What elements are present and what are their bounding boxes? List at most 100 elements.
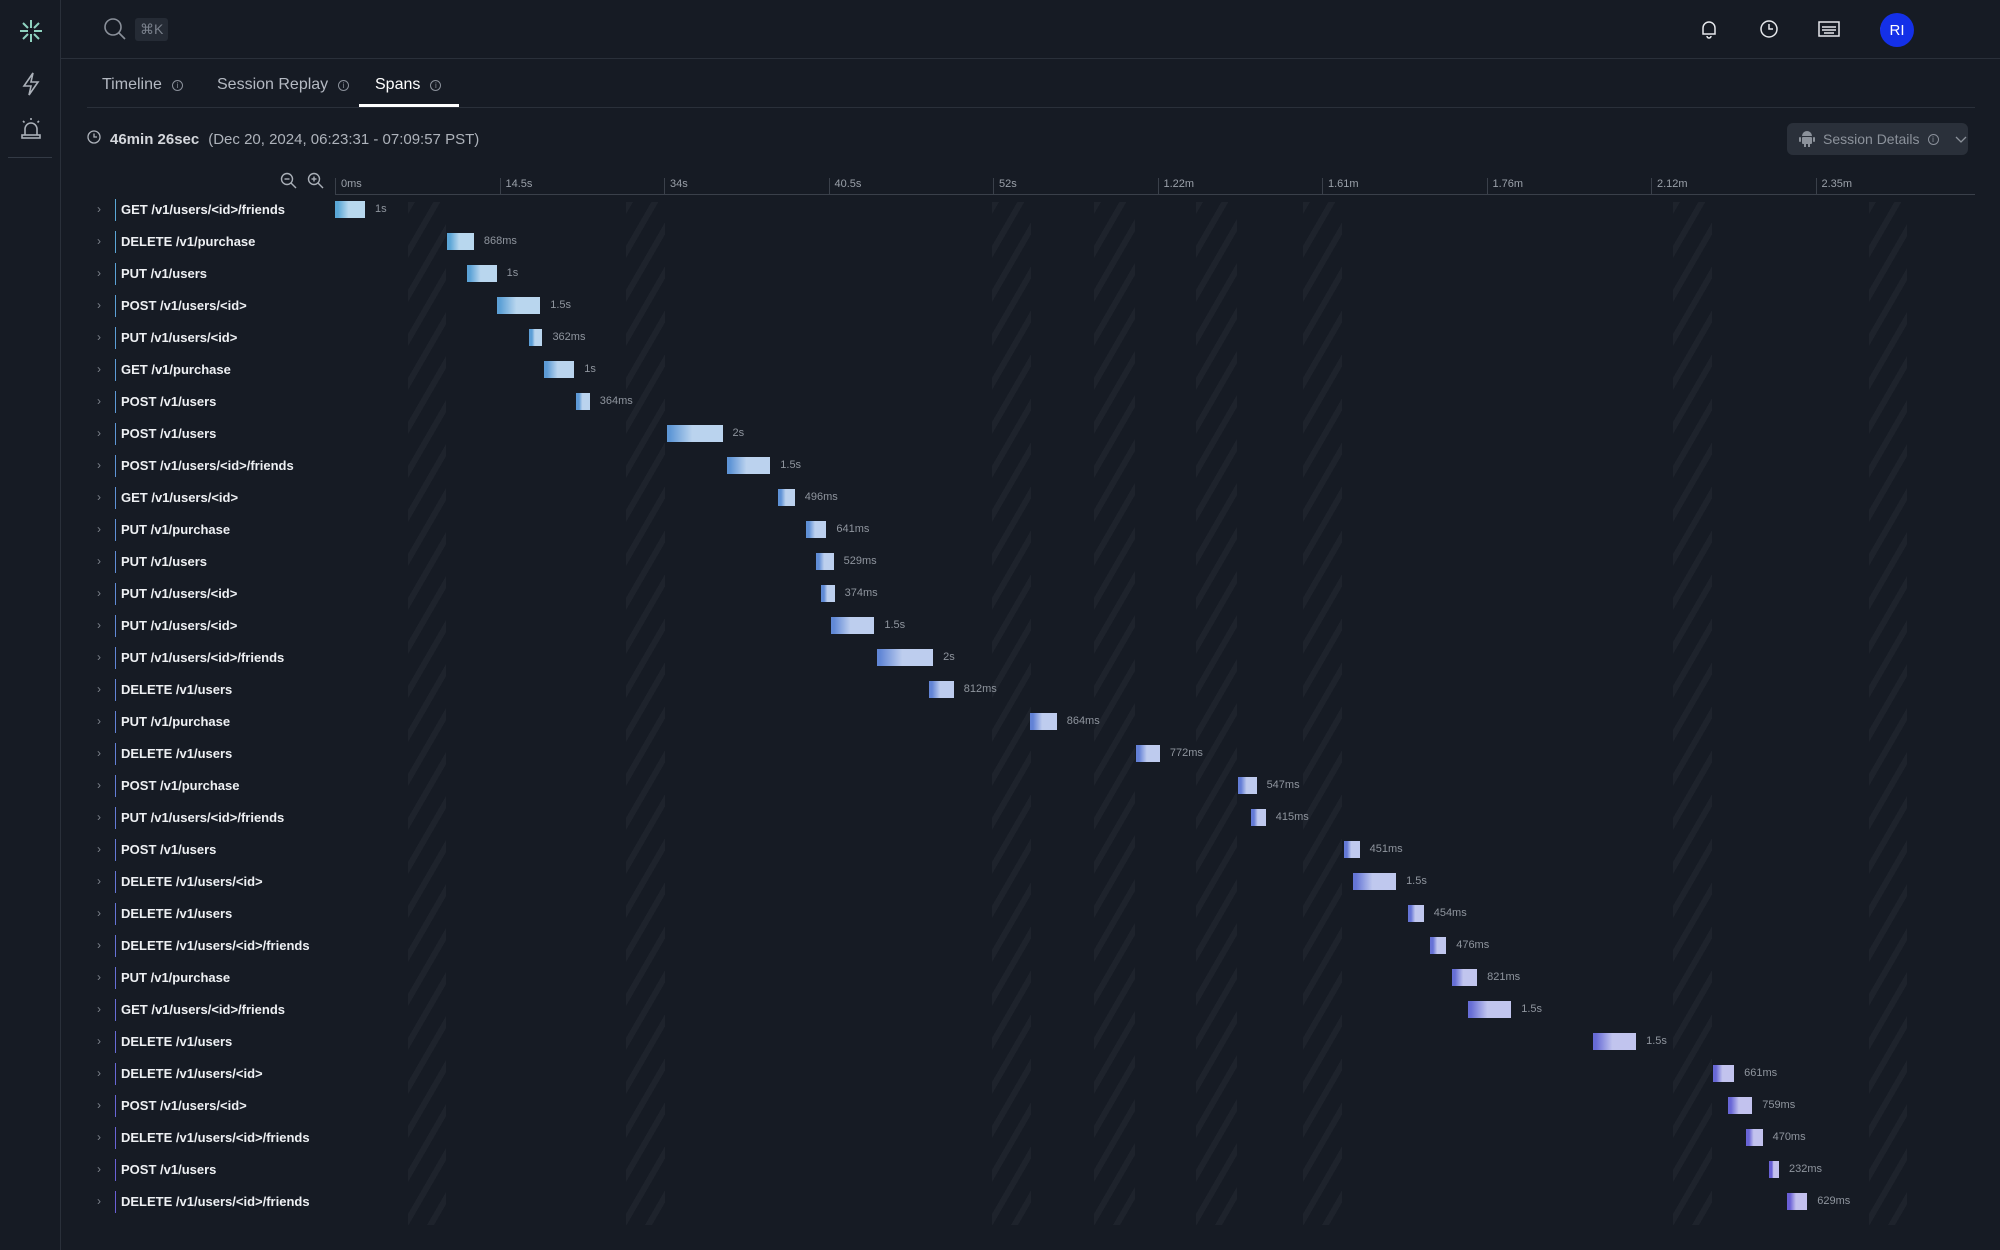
chevron-right-icon[interactable]: ›	[97, 1162, 101, 1176]
span-row[interactable]: › DELETE /v1/users/<id>/friends 470ms	[0, 1123, 2000, 1155]
span-bar[interactable]	[1468, 1001, 1512, 1018]
chevron-right-icon[interactable]: ›	[97, 394, 101, 408]
span-row[interactable]: › POST /v1/users 232ms	[0, 1155, 2000, 1187]
span-row[interactable]: › PUT /v1/users/<id>/friends 2s	[0, 643, 2000, 675]
span-bar[interactable]	[1238, 777, 1257, 794]
span-bar[interactable]	[335, 201, 365, 218]
span-bar[interactable]	[1746, 1129, 1763, 1146]
chevron-right-icon[interactable]: ›	[97, 426, 101, 440]
chevron-right-icon[interactable]: ›	[97, 778, 101, 792]
span-row[interactable]: › DELETE /v1/purchase 868ms	[0, 227, 2000, 259]
lightning-icon[interactable]	[17, 70, 45, 98]
span-bar[interactable]	[1712, 1065, 1735, 1082]
span-bar[interactable]	[1429, 937, 1447, 954]
span-bar[interactable]	[1451, 969, 1478, 986]
chevron-right-icon[interactable]: ›	[97, 970, 101, 984]
session-details-dropdown[interactable]: Session Details i	[1787, 123, 1968, 155]
chevron-right-icon[interactable]: ›	[97, 714, 101, 728]
search-shortcut[interactable]: ⌘K	[135, 18, 169, 41]
span-row[interactable]: › POST /v1/users/<id>/friends 1.5s	[0, 451, 2000, 483]
chevron-right-icon[interactable]: ›	[97, 842, 101, 856]
span-row[interactable]: › GET /v1/users/<id>/friends 1.5s	[0, 995, 2000, 1027]
span-row[interactable]: › DELETE /v1/users/<id> 1.5s	[0, 867, 2000, 899]
zoom-out-icon[interactable]	[280, 172, 297, 194]
span-bar[interactable]	[1769, 1161, 1780, 1178]
clock-icon[interactable]	[1756, 16, 1782, 42]
span-row[interactable]: › DELETE /v1/users/<id>/friends 476ms	[0, 931, 2000, 963]
span-bar[interactable]	[831, 617, 875, 634]
chevron-right-icon[interactable]: ›	[97, 298, 101, 312]
chevron-right-icon[interactable]: ›	[97, 202, 101, 216]
span-bar[interactable]	[529, 329, 543, 346]
span-row[interactable]: › PUT /v1/users 529ms	[0, 547, 2000, 579]
chevron-right-icon[interactable]: ›	[97, 330, 101, 344]
chevron-right-icon[interactable]: ›	[97, 1130, 101, 1144]
search-icon[interactable]	[103, 17, 127, 46]
span-row[interactable]: › DELETE /v1/users 772ms	[0, 739, 2000, 771]
chevron-right-icon[interactable]: ›	[97, 1098, 101, 1112]
tab-session-replay[interactable]: Session Replay i	[217, 75, 350, 95]
span-row[interactable]: › POST /v1/users 2s	[0, 419, 2000, 451]
tab-timeline[interactable]: Timeline i	[102, 75, 183, 95]
span-bar[interactable]	[820, 585, 835, 602]
span-bar[interactable]	[805, 521, 827, 538]
tab-spans[interactable]: Spans i	[375, 75, 442, 95]
chevron-right-icon[interactable]: ›	[97, 682, 101, 696]
span-row[interactable]: › DELETE /v1/users 1.5s	[0, 1027, 2000, 1059]
span-row[interactable]: › DELETE /v1/users 812ms	[0, 675, 2000, 707]
chevron-right-icon[interactable]: ›	[97, 362, 101, 376]
chevron-right-icon[interactable]: ›	[97, 938, 101, 952]
chevron-right-icon[interactable]: ›	[97, 618, 101, 632]
span-row[interactable]: › PUT /v1/users 1s	[0, 259, 2000, 291]
span-bar[interactable]	[1135, 745, 1160, 762]
chevron-right-icon[interactable]: ›	[97, 1002, 101, 1016]
span-bar[interactable]	[1786, 1193, 1808, 1210]
span-bar[interactable]	[666, 425, 723, 442]
span-bar[interactable]	[928, 681, 954, 698]
span-bar[interactable]	[1250, 809, 1266, 826]
span-bar[interactable]	[497, 297, 541, 314]
span-bar[interactable]	[576, 393, 590, 410]
chevron-right-icon[interactable]: ›	[97, 458, 101, 472]
span-row[interactable]: › DELETE /v1/users/<id> 661ms	[0, 1059, 2000, 1091]
chevron-right-icon[interactable]: ›	[97, 266, 101, 280]
span-row[interactable]: › PUT /v1/users/<id> 1.5s	[0, 611, 2000, 643]
info-icon[interactable]: i	[171, 79, 183, 91]
span-row[interactable]: › GET /v1/users/<id>/friends 1s	[0, 195, 2000, 227]
logo-icon[interactable]	[17, 17, 45, 45]
span-bar[interactable]	[1593, 1033, 1637, 1050]
info-icon[interactable]: i	[1927, 133, 1939, 145]
span-row[interactable]: › GET /v1/users/<id> 496ms	[0, 483, 2000, 515]
span-row[interactable]: › GET /v1/purchase 1s	[0, 355, 2000, 387]
keyboard-icon[interactable]	[1816, 16, 1842, 42]
span-row[interactable]: › DELETE /v1/users 454ms	[0, 899, 2000, 931]
info-icon[interactable]: i	[430, 79, 442, 91]
span-bar[interactable]	[1030, 713, 1057, 730]
chevron-right-icon[interactable]: ›	[97, 906, 101, 920]
span-row[interactable]: › POST /v1/users/<id> 759ms	[0, 1091, 2000, 1123]
span-row[interactable]: › POST /v1/purchase 547ms	[0, 771, 2000, 803]
chevron-right-icon[interactable]: ›	[97, 490, 101, 504]
chevron-right-icon[interactable]: ›	[97, 746, 101, 760]
span-bar[interactable]	[1407, 905, 1424, 922]
span-bar[interactable]	[815, 553, 834, 570]
span-row[interactable]: › DELETE /v1/users/<id>/friends 629ms	[0, 1187, 2000, 1219]
chevron-right-icon[interactable]: ›	[97, 810, 101, 824]
span-bar[interactable]	[877, 649, 934, 666]
span-bar[interactable]	[544, 361, 575, 378]
span-row[interactable]: › PUT /v1/users/<id>/friends 415ms	[0, 803, 2000, 835]
chevron-right-icon[interactable]: ›	[97, 1194, 101, 1208]
chevron-right-icon[interactable]: ›	[97, 650, 101, 664]
span-bar[interactable]	[1353, 873, 1397, 890]
chevron-right-icon[interactable]: ›	[97, 1066, 101, 1080]
span-row[interactable]: › POST /v1/users/<id> 1.5s	[0, 291, 2000, 323]
span-row[interactable]: › POST /v1/users 364ms	[0, 387, 2000, 419]
span-row[interactable]: › PUT /v1/purchase 821ms	[0, 963, 2000, 995]
span-bar[interactable]	[727, 457, 771, 474]
bell-icon[interactable]	[1696, 16, 1722, 42]
span-bar[interactable]	[1343, 841, 1360, 858]
span-row[interactable]: › PUT /v1/purchase 864ms	[0, 707, 2000, 739]
chevron-right-icon[interactable]: ›	[97, 1034, 101, 1048]
info-icon[interactable]: i	[338, 79, 350, 91]
chevron-right-icon[interactable]: ›	[97, 234, 101, 248]
